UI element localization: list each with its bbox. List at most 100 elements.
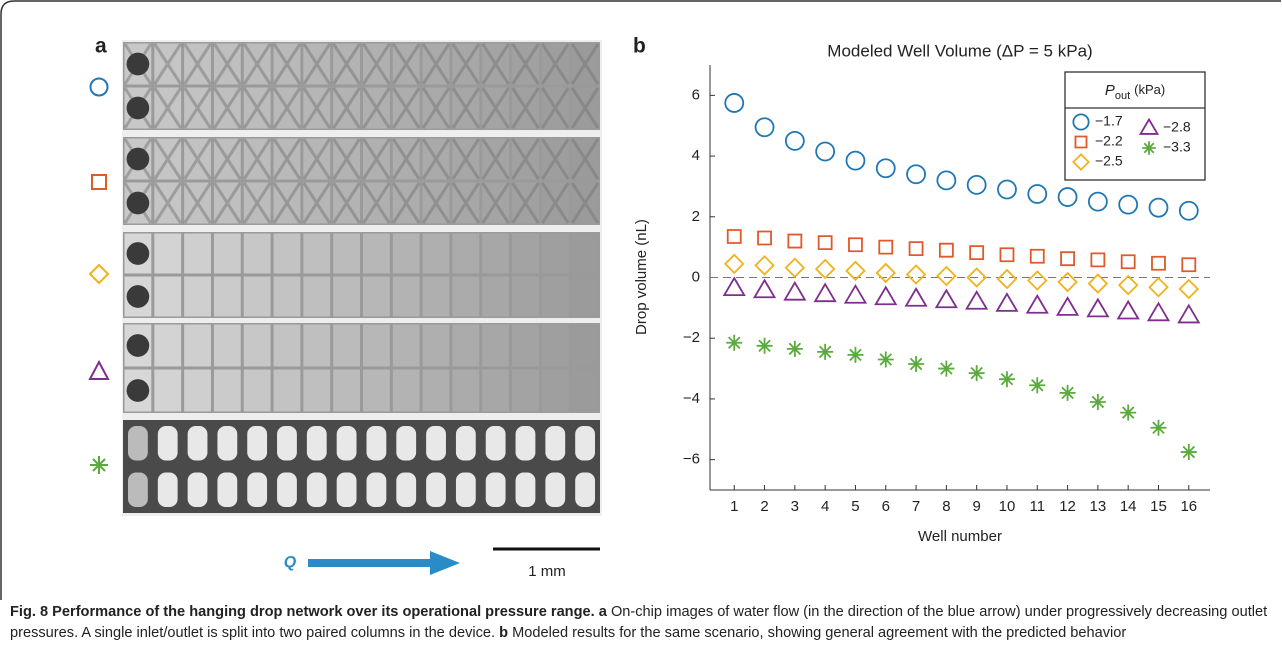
data-point <box>996 268 1018 290</box>
well <box>277 472 297 507</box>
y-tick-label: 4 <box>692 147 700 164</box>
well <box>213 324 241 367</box>
well <box>273 233 301 274</box>
well-shadow <box>421 182 451 224</box>
data-point <box>877 351 894 368</box>
well <box>184 276 211 317</box>
well-shadow <box>242 87 272 129</box>
data-point <box>786 340 803 357</box>
figure: a Q 1 mm b Modeled Well Volume (ΔP = 5 k… <box>0 0 1281 600</box>
data-point <box>936 170 957 191</box>
data-point <box>938 242 954 258</box>
data-point <box>817 343 834 360</box>
well <box>482 369 510 412</box>
data-point <box>813 282 837 303</box>
well <box>333 276 360 317</box>
well <box>277 426 297 461</box>
well <box>303 324 331 367</box>
well <box>512 233 539 274</box>
well-shadow <box>570 182 600 224</box>
well <box>303 276 331 317</box>
well-shadow <box>570 138 600 180</box>
symbol-triangle <box>88 359 110 380</box>
well <box>512 324 539 367</box>
data-point <box>756 337 773 354</box>
well <box>336 472 357 507</box>
well-shadow <box>451 182 481 224</box>
well-shadow <box>302 43 331 85</box>
well <box>184 324 211 367</box>
data-point <box>878 239 894 255</box>
flow-label: Q <box>284 554 297 571</box>
data-point <box>1178 200 1199 221</box>
well-shadow <box>481 43 510 85</box>
well-shadow <box>272 182 302 224</box>
well-shadow <box>392 182 421 224</box>
inlet-drop <box>126 52 150 76</box>
well <box>452 233 480 274</box>
data-point <box>783 280 807 301</box>
well-shadow <box>541 87 570 129</box>
well <box>243 276 271 317</box>
data-point <box>1150 419 1167 436</box>
well-shadow <box>213 138 242 180</box>
well <box>452 324 480 367</box>
well-shadow <box>421 87 451 129</box>
well-shadow <box>392 43 421 85</box>
caption-label: Fig. 8 <box>10 604 49 620</box>
data-point <box>905 264 927 285</box>
data-point <box>1087 273 1109 294</box>
chart-title: Modeled Well Volume (ΔP = 5 kPa) <box>827 41 1092 60</box>
x-tick-label: 4 <box>821 498 829 515</box>
inlet-drop <box>126 191 150 215</box>
symbol-asterisk <box>90 456 108 474</box>
panel-a-symbols <box>88 77 110 474</box>
well <box>333 369 360 412</box>
data-point <box>1146 301 1171 322</box>
well-shadow <box>362 87 391 129</box>
well-shadow <box>302 87 331 129</box>
well <box>541 324 569 367</box>
well <box>541 276 569 317</box>
well-shadow <box>302 182 331 224</box>
data-point <box>969 245 985 261</box>
well <box>512 276 539 317</box>
data-point <box>847 346 864 363</box>
y-tick-label: −2 <box>683 329 700 346</box>
well <box>217 472 238 507</box>
well <box>363 369 390 412</box>
well <box>366 426 387 461</box>
well <box>541 233 569 274</box>
data-point <box>1120 404 1137 421</box>
data-point <box>1151 255 1166 271</box>
well-shadow <box>332 182 361 224</box>
well <box>422 233 450 274</box>
x-tick-label: 5 <box>851 498 859 515</box>
well-shadow <box>451 138 481 180</box>
data-point <box>757 230 772 246</box>
well-shadow <box>570 87 600 129</box>
legend-label: −1.7 <box>1095 113 1123 129</box>
data-point <box>908 356 925 373</box>
well <box>482 233 510 274</box>
well <box>422 276 450 317</box>
data-point <box>817 235 833 250</box>
figure-border <box>0 0 1281 600</box>
y-axis-label: Drop volume (nL) <box>633 219 650 335</box>
data-point <box>934 288 958 309</box>
well-shadow <box>183 43 212 85</box>
data-point <box>1056 296 1080 316</box>
legend-label: −2.8 <box>1163 119 1191 135</box>
well <box>571 324 599 367</box>
well-shadow <box>421 138 451 180</box>
y-tick-label: 6 <box>692 86 700 103</box>
well <box>303 233 331 274</box>
well <box>154 369 182 412</box>
data-point <box>904 286 928 307</box>
x-tick-label: 6 <box>882 498 890 515</box>
data-point <box>787 233 803 249</box>
well <box>545 472 566 507</box>
well <box>243 233 271 274</box>
well <box>336 426 357 461</box>
